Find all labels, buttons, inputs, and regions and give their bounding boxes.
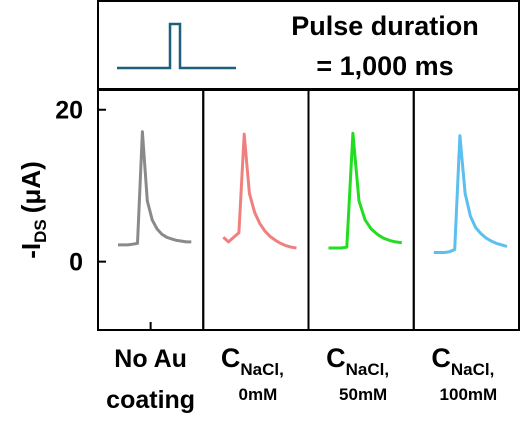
- y-axis-label: -IDS (μA): [16, 161, 50, 259]
- x-label: coating: [106, 386, 195, 414]
- trace: [222, 132, 297, 250]
- x-label-conc: 100mM: [440, 385, 498, 404]
- x-label: CNaCl,: [326, 343, 389, 379]
- x-label: CNaCl,: [221, 343, 284, 379]
- panel-frame: [202, 89, 310, 331]
- x-label-conc: 50mM: [339, 385, 387, 404]
- y-tick-label: 0: [69, 249, 83, 277]
- x-label-sub: NaCl,: [240, 360, 283, 379]
- trace: [118, 130, 192, 247]
- pulse-icon: [117, 22, 236, 70]
- x-label-main: C: [326, 343, 346, 373]
- x-label-main: C: [221, 343, 241, 373]
- trace: [328, 131, 402, 250]
- x-label-main: C: [431, 343, 451, 373]
- y-label-main: -I: [16, 243, 46, 259]
- x-label-conc: 0mM: [239, 385, 278, 404]
- legend-title: Pulse duration: [291, 11, 479, 41]
- x-label-sub: NaCl,: [346, 360, 389, 379]
- y-tick-label: 20: [55, 97, 83, 125]
- legend-subtitle: = 1,000 ms: [316, 51, 453, 81]
- y-label-unit: (μA): [16, 161, 46, 213]
- trace: [433, 134, 508, 254]
- panel-frame: [412, 89, 520, 331]
- x-label: No Au: [114, 345, 187, 373]
- x-label-sub: NaCl,: [451, 360, 494, 379]
- x-label: CNaCl,: [431, 343, 494, 379]
- y-label-sub: DS: [31, 219, 50, 243]
